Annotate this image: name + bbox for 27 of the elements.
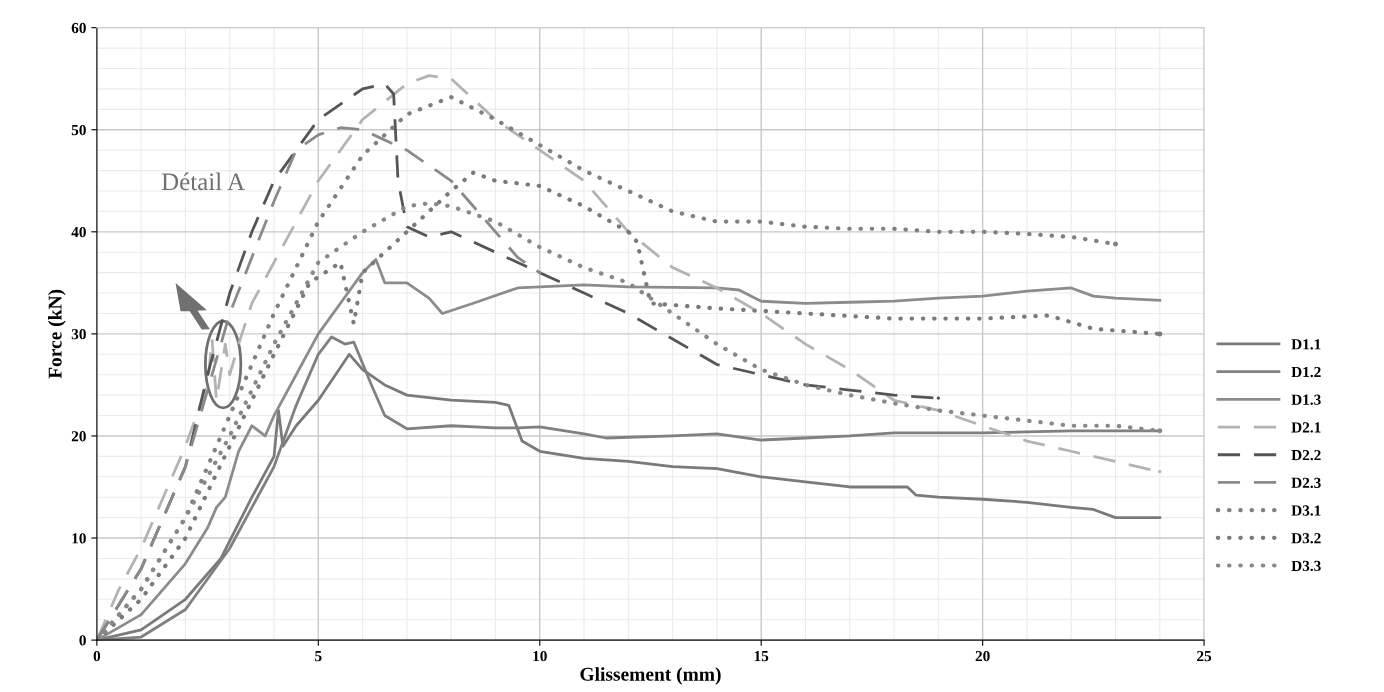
point — [1157, 428, 1163, 434]
x-tick-label: 10 — [533, 650, 547, 662]
y-tick-label: 10 — [72, 533, 86, 544]
y-tick-label: 0 — [79, 635, 86, 646]
annotation: Détail A — [161, 172, 245, 191]
x-tick-label: 25 — [1197, 651, 1212, 662]
legend-label: D2.2 — [1291, 449, 1321, 461]
legend-label: D1.1 — [1291, 339, 1321, 350]
legend-label: D3.2 — [1291, 533, 1321, 544]
y-tick-label: 30 — [71, 329, 86, 340]
legend-label: D1.2 — [1291, 366, 1321, 378]
legend-label: D3.3 — [1291, 560, 1321, 572]
point — [1157, 331, 1163, 337]
x-tick-label: 5 — [315, 651, 322, 662]
y-tick-label: 40 — [71, 226, 86, 238]
y-tick-label: 20 — [71, 431, 86, 442]
x-tick-label: 0 — [93, 650, 101, 662]
x-tick-label: 20 — [975, 650, 990, 662]
y-tick-label: 60 — [71, 22, 86, 34]
y-tick-label: 50 — [71, 124, 86, 136]
legend-label: D1.3 — [1291, 394, 1321, 405]
legend-label: D2.3 — [1291, 477, 1321, 489]
x-tick-label: 15 — [754, 651, 769, 662]
x-axis-title: Glissement (mm) — [580, 667, 721, 685]
legend-label: D2.1 — [1291, 422, 1321, 433]
legend-label: D3.1 — [1291, 505, 1321, 516]
y-axis-title: Force (kN) — [48, 289, 66, 379]
